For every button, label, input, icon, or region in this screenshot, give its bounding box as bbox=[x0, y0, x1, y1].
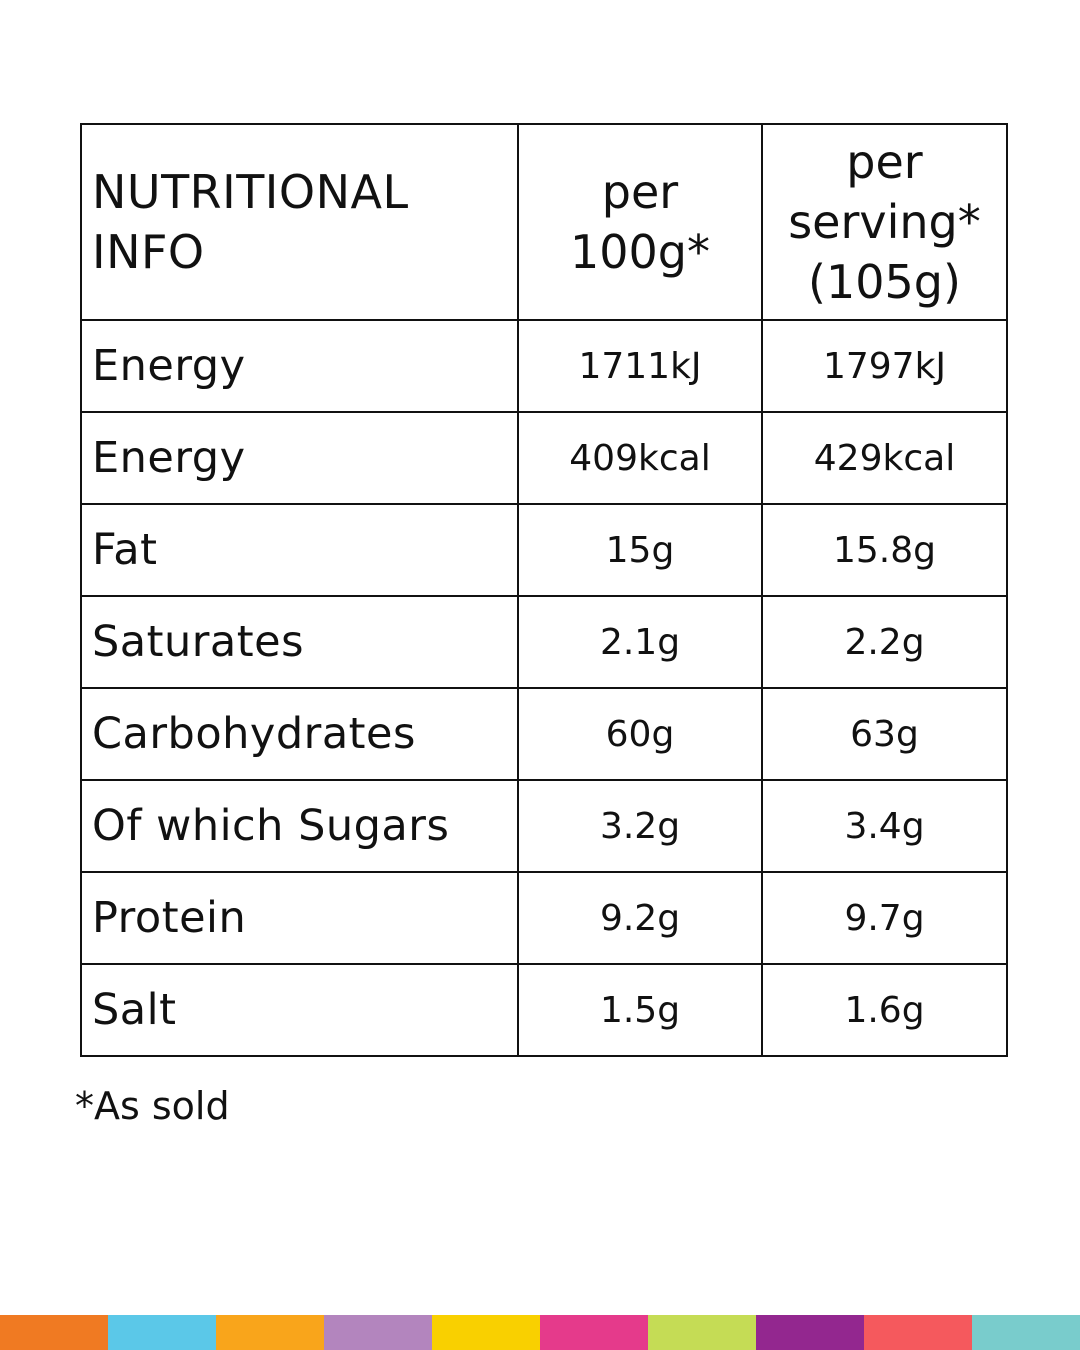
color-strip bbox=[0, 1315, 1080, 1350]
table-row: Energy 1711kJ 1797kJ bbox=[80, 319, 1008, 413]
header-cell: per serving* (105g) bbox=[761, 123, 1008, 321]
value-cell: 1.5g bbox=[517, 963, 763, 1057]
footnote: *As sold bbox=[75, 1084, 230, 1128]
table-row: Carbohydrates 60g 63g bbox=[80, 687, 1008, 781]
header-text: (105g) bbox=[808, 255, 961, 309]
nutrition-table: NUTRITIONAL INFO per 100g* per serving* (105g)… bbox=[80, 123, 1008, 1057]
table-row: Energy 409kcal 429kcal bbox=[80, 411, 1008, 505]
strip-segment bbox=[648, 1315, 756, 1350]
header-text: serving* bbox=[788, 195, 981, 249]
row-label: Salt bbox=[80, 963, 519, 1057]
value-cell: 15g bbox=[517, 503, 763, 597]
header-text: INFO bbox=[92, 225, 205, 279]
table-row: Saturates 2.1g 2.2g bbox=[80, 595, 1008, 689]
table-row: Protein 9.2g 9.7g bbox=[80, 871, 1008, 965]
header-text: NUTRITIONAL bbox=[92, 165, 409, 219]
value-cell: 15.8g bbox=[761, 503, 1008, 597]
strip-segment bbox=[864, 1315, 972, 1350]
value-cell: 60g bbox=[517, 687, 763, 781]
row-label: Protein bbox=[80, 871, 519, 965]
strip-segment bbox=[756, 1315, 864, 1350]
row-label: Carbohydrates bbox=[80, 687, 519, 781]
strip-segment bbox=[108, 1315, 216, 1350]
value-cell: 9.2g bbox=[517, 871, 763, 965]
header-text: 100g* bbox=[570, 225, 710, 279]
row-label: Saturates bbox=[80, 595, 519, 689]
header-text: per bbox=[601, 165, 679, 219]
table-row: Of which Sugars 3.2g 3.4g bbox=[80, 779, 1008, 873]
value-cell: 409kcal bbox=[517, 411, 763, 505]
table-row: Salt 1.5g 1.6g bbox=[80, 963, 1008, 1057]
table-row: Fat 15g 15.8g bbox=[80, 503, 1008, 597]
table-body: NUTRITIONAL INFO per 100g* per serving* (105g)… bbox=[80, 123, 1008, 1057]
strip-segment bbox=[432, 1315, 540, 1350]
row-label: Energy bbox=[80, 319, 519, 413]
value-cell: 3.2g bbox=[517, 779, 763, 873]
strip-segment bbox=[0, 1315, 108, 1350]
row-label: Energy bbox=[80, 411, 519, 505]
header-text: per bbox=[846, 135, 923, 189]
value-cell: 63g bbox=[761, 687, 1008, 781]
value-cell: 1797kJ bbox=[761, 319, 1008, 413]
strip-segment bbox=[972, 1315, 1080, 1350]
strip-segment bbox=[540, 1315, 648, 1350]
header-row: NUTRITIONAL INFO per 100g* per serving* (105g) bbox=[80, 123, 1008, 321]
row-label: Fat bbox=[80, 503, 519, 597]
value-cell: 9.7g bbox=[761, 871, 1008, 965]
value-cell: 2.2g bbox=[761, 595, 1008, 689]
value-cell: 2.1g bbox=[517, 595, 763, 689]
header-cell: NUTRITIONAL INFO bbox=[80, 123, 519, 321]
row-label: Of which Sugars bbox=[80, 779, 519, 873]
value-cell: 3.4g bbox=[761, 779, 1008, 873]
header-cell: per 100g* bbox=[517, 123, 763, 321]
strip-segment bbox=[324, 1315, 432, 1350]
value-cell: 429kcal bbox=[761, 411, 1008, 505]
value-cell: 1.6g bbox=[761, 963, 1008, 1057]
value-cell: 1711kJ bbox=[517, 319, 763, 413]
strip-segment bbox=[216, 1315, 324, 1350]
